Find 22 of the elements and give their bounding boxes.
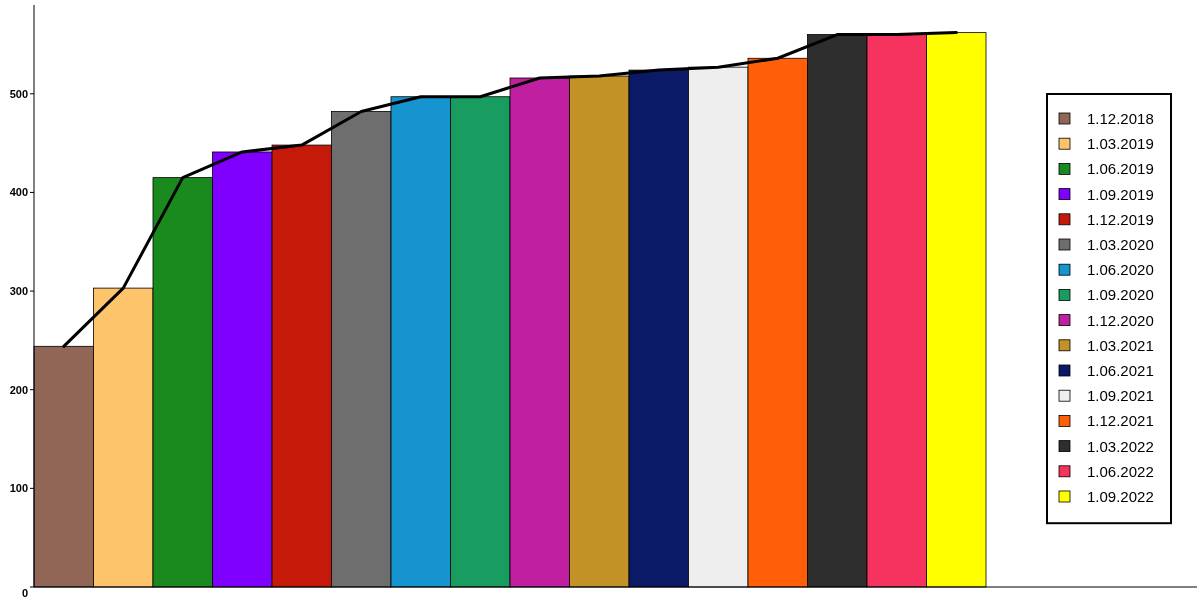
y-tick-label: 500 xyxy=(9,87,28,100)
y-tick-label: 200 xyxy=(9,383,28,396)
y-tick-label: 0 xyxy=(21,587,28,599)
legend-label: 1.06.2020 xyxy=(1087,261,1154,279)
legend-label: 1.12.2019 xyxy=(1087,210,1154,228)
legend-label: 1.12.2021 xyxy=(1087,412,1154,430)
y-tick-label: 300 xyxy=(9,285,28,298)
legend-label: 1.03.2020 xyxy=(1087,236,1154,253)
legend-label: 1.09.2020 xyxy=(1087,286,1154,304)
legend-label: 1.12.2018 xyxy=(1087,110,1154,127)
legend-label: 1.06.2022 xyxy=(1087,462,1154,480)
legend-label: 1.03.2019 xyxy=(1087,135,1154,153)
legend-label: 1.12.2020 xyxy=(1087,311,1154,329)
legend-label: 1.03.2021 xyxy=(1087,336,1154,354)
legend-label: 1.06.2019 xyxy=(1087,160,1154,178)
legend-label: 1.06.2021 xyxy=(1087,362,1154,379)
legend-label: 1.09.2021 xyxy=(1087,387,1154,405)
y-tick-label: 100 xyxy=(9,482,28,495)
legend-label: 1.03.2022 xyxy=(1087,437,1154,455)
legend-label: 1.09.2022 xyxy=(1087,488,1154,505)
y-tick-label: 400 xyxy=(9,186,28,199)
legend-label: 1.09.2019 xyxy=(1087,185,1154,203)
